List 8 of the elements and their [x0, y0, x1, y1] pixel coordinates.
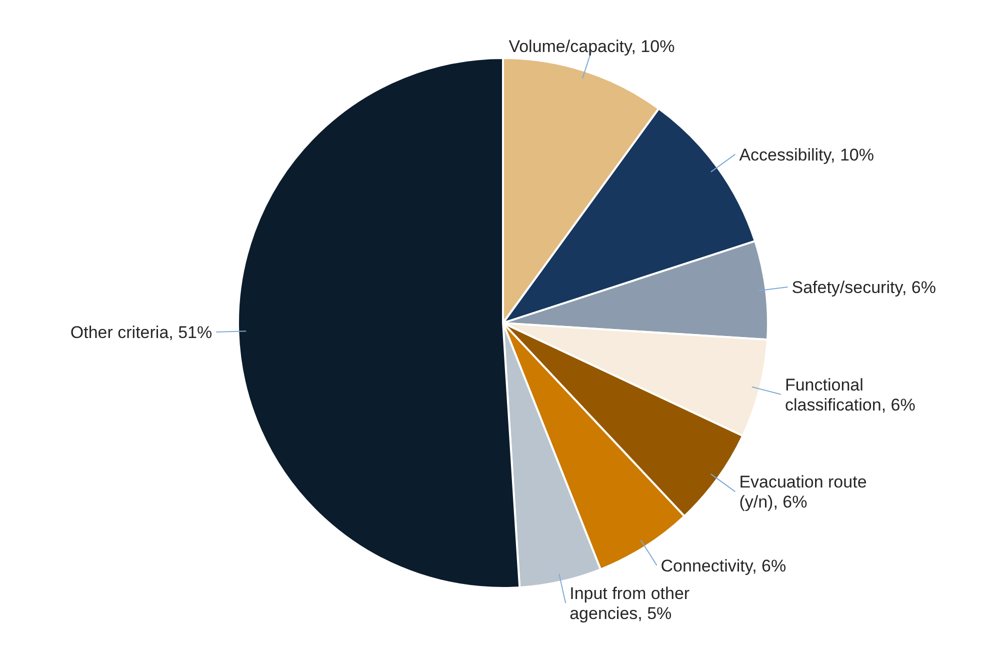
- slice-label: Accessibility, 10%: [739, 144, 874, 164]
- slice-label: Connectivity, 6%: [660, 556, 786, 575]
- slice-label: Input from other agencies, 5%: [570, 584, 690, 623]
- slice-label: Other criteria, 51%: [70, 322, 212, 342]
- slice-label: Safety/security, 6%: [792, 278, 936, 297]
- slice-label: Volume/capacity, 10%: [508, 36, 675, 56]
- slice-label: Evacuation route (y/n), 6%: [739, 472, 867, 512]
- slice-label: Functional classification, 6%: [784, 374, 916, 414]
